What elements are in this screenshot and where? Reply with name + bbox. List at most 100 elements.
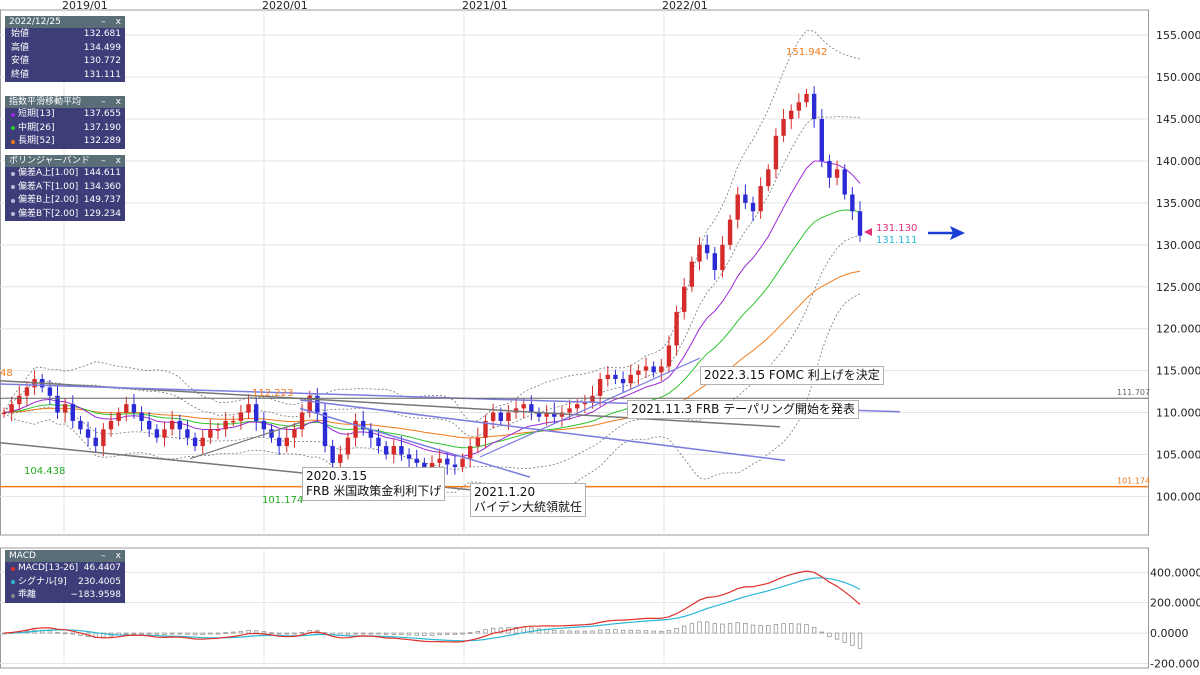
price-tick-label: 140.000 [1156, 155, 1200, 168]
ema-panel-row: 長期[52] 132.289 [5, 135, 125, 149]
trendline-blue-steep [299, 407, 531, 478]
candle-body [445, 458, 450, 465]
candle-body [834, 169, 840, 178]
candle-body [345, 437, 351, 455]
macd-hist-bar [177, 632, 182, 635]
candle-body [811, 93, 817, 120]
macd-hist-bar [796, 623, 802, 634]
macd-hist-bar [575, 630, 580, 634]
macd-hist-bar [284, 632, 289, 635]
candle-body [108, 420, 114, 430]
macd-panel[interactable]: MACD – x MACD[13-26] 46.4407 シグナル[9] 230.400… [5, 550, 125, 603]
candle-body [452, 464, 458, 468]
ema-panel-row: 短期[13] 137.655 [5, 108, 125, 122]
bb-panel-row: 偏差B上[2.00] 149.737 [5, 194, 125, 208]
legend-dot-icon [11, 185, 15, 190]
bb-panel-row: 偏差A上[1.00] 144.611 [5, 167, 125, 181]
macd-hist-bar [613, 629, 618, 634]
high-2020-label: 112.223 [252, 388, 293, 399]
close-button[interactable]: x [115, 17, 121, 27]
macd-hist-bar [720, 623, 725, 634]
row-label: 偏差B下[2.00] [18, 208, 79, 219]
candle-body [682, 286, 687, 312]
minimize-button[interactable]: – [101, 97, 106, 107]
candle-body [215, 429, 221, 431]
minimize-button[interactable]: – [101, 551, 106, 561]
left-edge-label: 48 [0, 368, 13, 379]
last-price-marker-icon [864, 228, 872, 236]
macd-hist-bar [246, 629, 251, 634]
macd-hist-bar [643, 630, 649, 634]
minimize-button[interactable]: – [101, 17, 106, 27]
candle-body [689, 261, 695, 287]
close-button[interactable]: x [115, 97, 121, 107]
macd-hist-bar [124, 632, 129, 635]
row-label: 安値 [11, 56, 30, 66]
macd-hist-bar [429, 632, 435, 636]
candle-body [850, 194, 855, 212]
macd-tick-label: 200.0000 [1150, 597, 1200, 610]
row-value: 130.772 [83, 56, 121, 66]
bb-panel-row: 偏差A下[1.00] 134.360 [5, 181, 125, 195]
macd-hist-bar [276, 632, 282, 635]
candle-body [766, 169, 771, 187]
macd-hist-bar [758, 625, 763, 634]
macd-hist-bar [70, 632, 75, 635]
candle-body [842, 169, 847, 195]
macd-hist-bar [452, 632, 458, 635]
ema-panel[interactable]: 指数平滑移動平均 – x 短期[13] 137.655 中期[26] 137.190 長期… [5, 96, 125, 149]
candle-body [353, 420, 358, 438]
price-tick-label: 100.000 [1156, 490, 1200, 503]
macd-hist-bar [636, 630, 641, 634]
macd-hist-bar [529, 627, 534, 634]
candle-body [727, 219, 733, 245]
macd-hist-bar [804, 624, 809, 634]
macd-hist-bar [620, 629, 626, 634]
time-tick-label: 2020/01 [262, 0, 308, 12]
candle-body [536, 412, 542, 417]
macd-hist-bar [391, 632, 396, 635]
bollinger-panel[interactable]: ボリンジャーバンド – x 偏差A上[1.00] 144.611 偏差A下[1.00]… [5, 155, 125, 221]
candle-body [620, 379, 626, 384]
candle-body [575, 404, 580, 409]
macd-hist-bar [704, 621, 710, 634]
macd-hist-bar [582, 630, 588, 634]
annotation-rate-cut-text: FRB 米国政策金利利下げ [306, 484, 442, 498]
close-button[interactable]: x [115, 156, 121, 166]
macd-hist-bar [299, 631, 305, 634]
trendline-blue-down [299, 399, 786, 462]
row-label: 短期[13] [18, 109, 55, 119]
candle-body [406, 454, 412, 459]
candle-body [383, 446, 389, 455]
macd-hist-bar [215, 632, 221, 635]
candle-body [796, 102, 802, 111]
legend-dot-icon [11, 566, 15, 571]
macd-hist-bar [254, 630, 259, 634]
candle-body [781, 119, 786, 136]
candle-body [24, 387, 30, 396]
minimize-button[interactable]: – [101, 156, 106, 166]
candle-body [567, 408, 572, 413]
candle-body [704, 244, 710, 254]
macd-hist-bar [345, 632, 351, 636]
candle-body [70, 404, 75, 421]
candle-body [498, 412, 503, 421]
macd-hist-bar [552, 629, 557, 634]
candle-body [804, 93, 809, 103]
macd-tick-label: -200.0000 [1150, 657, 1200, 670]
macd-hist-bar [490, 627, 496, 634]
price-tick-label: 150.000 [1156, 71, 1200, 84]
macd-hist-bar [483, 629, 488, 634]
close-button[interactable]: x [115, 551, 121, 561]
row-value: 137.190 [83, 122, 121, 133]
legend-dot-icon [11, 112, 15, 117]
ohlc-panel[interactable]: 2022/12/25 – x 始値 132.681 高値 134.499 安値 130.77… [5, 16, 125, 82]
macd-hist-bar [735, 622, 740, 634]
trendline-gray-support [189, 422, 301, 460]
macd-hist-bar [850, 632, 855, 646]
last-price-b: 131.111 [876, 235, 917, 246]
macd-hist-bar [422, 632, 427, 636]
macd-hist-bar [712, 623, 717, 634]
candle-body [162, 429, 167, 438]
